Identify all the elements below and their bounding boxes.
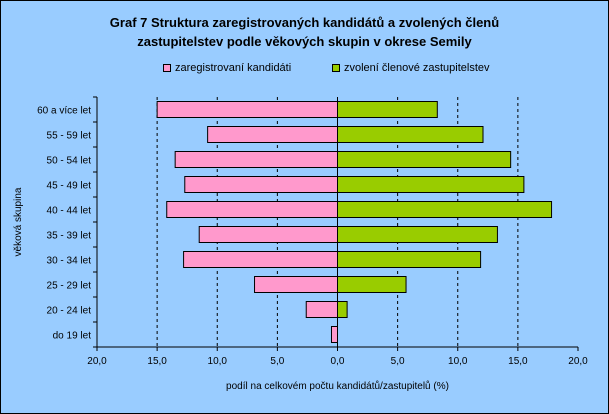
y-axis-title: věková skupina	[13, 187, 24, 256]
y-tick-label: do 19 let	[53, 331, 92, 342]
x-tick-label: 20,0	[568, 356, 588, 367]
y-tick-label: 55 - 59 let	[47, 131, 92, 142]
x-tick-label: 10,0	[448, 356, 468, 367]
legend-swatch-elected	[332, 64, 340, 72]
bar-candidates	[198, 226, 338, 243]
bar-elected	[337, 276, 407, 293]
y-tick-label: 30 - 34 let	[47, 256, 92, 267]
y-tick-label: 40 - 44 let	[47, 206, 92, 217]
chart-title-line1: Graf 7 Struktura zaregistrovaných kandid…	[109, 15, 500, 30]
x-tick-label: 5,0	[270, 356, 284, 367]
bar-candidates	[184, 176, 338, 193]
x-tick-label: 15,0	[147, 356, 167, 367]
bar-candidates	[156, 101, 338, 118]
y-tick-label: 60 a více let	[37, 106, 91, 117]
bar-candidates	[254, 276, 338, 293]
bar-candidates	[305, 301, 338, 318]
legend-item-candidates: zaregistrovaní kandidáti	[163, 62, 291, 74]
chart-title-line2: zastupitelstev podle věkových skupin v o…	[137, 34, 472, 49]
bar-elected	[337, 226, 498, 243]
y-tick-label: 50 - 54 let	[47, 156, 92, 167]
bar-candidates	[183, 251, 338, 268]
x-axis-title: podíl na celkovém počtu kandidátů/zastup…	[226, 380, 449, 392]
x-tick-label: 0,0	[331, 356, 345, 367]
bar-elected	[337, 151, 512, 168]
bar-elected	[337, 201, 553, 218]
y-tick-label: 35 - 39 let	[47, 231, 92, 242]
x-tick-label: 20,0	[87, 356, 107, 367]
bar-elected	[337, 176, 525, 193]
bar-candidates	[166, 201, 338, 218]
bar-candidates	[174, 151, 338, 168]
legend-item-elected: zvolení členové zastupitelstev	[332, 62, 490, 74]
bar-elected	[337, 101, 438, 118]
y-tick-label: 25 - 29 let	[47, 281, 92, 292]
bar-candidates	[330, 326, 338, 343]
y-tick-label: 45 - 49 let	[47, 181, 92, 192]
bar-elected	[337, 126, 484, 143]
x-tick-label: 5,0	[391, 356, 405, 367]
bar-elected	[337, 251, 482, 268]
bar-candidates	[207, 126, 338, 143]
x-tick-label: 15,0	[508, 356, 528, 367]
legend-label-elected: zvolení členové zastupitelstev	[344, 62, 490, 74]
legend-label-candidates: zaregistrovaní kandidáti	[175, 62, 292, 74]
x-tick-label: 10,0	[208, 356, 228, 367]
y-tick-label: 20 - 24 let	[47, 306, 92, 317]
legend-swatch-candidates	[163, 64, 171, 72]
bar-elected	[337, 301, 348, 318]
